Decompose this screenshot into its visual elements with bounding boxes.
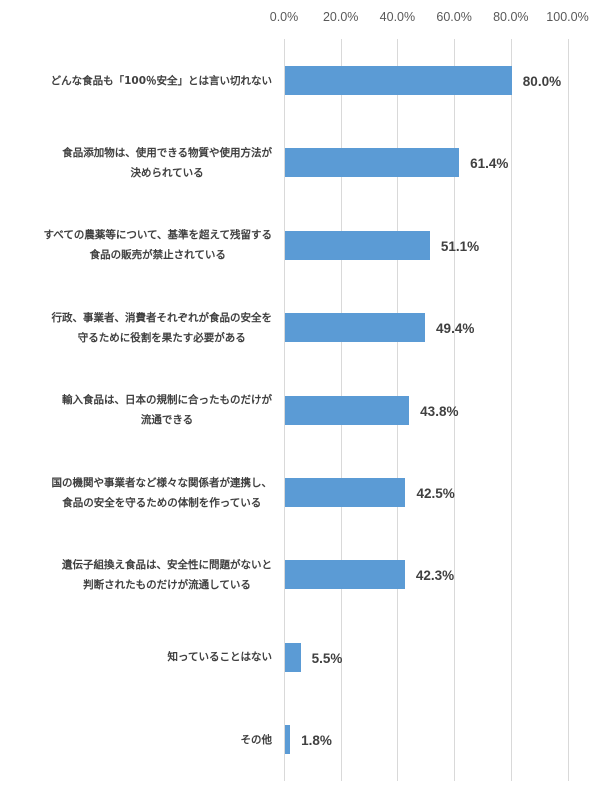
bar (285, 560, 405, 590)
bar (285, 148, 460, 178)
category-label-line: 輸入食品は、日本の規制に合ったものだけが (62, 394, 272, 407)
data-value-label: 1.8% (301, 733, 332, 749)
category-label: 行政、事業者、消費者それぞれが食品の安全を 守るために役割を果たす必要がある (52, 308, 273, 348)
category-label: すべての農薬等について、基準を超えて残留する 食品の販売が禁止されている (44, 225, 272, 265)
category-label: その他 (241, 730, 273, 750)
category-label: 国の機関や事業者など様々な関係者が連携し、 食品の安全を守るための体制を作っている (52, 473, 273, 513)
bar (285, 313, 426, 343)
category-label: 輸入食品は、日本の規制に合ったものだけが 流通できる (62, 390, 272, 430)
bar (285, 642, 301, 672)
category-label-line: 流通できる (140, 414, 194, 427)
x-axis-tick-label: 100.0% (546, 10, 589, 24)
x-axis-tick-label: 0.0% (269, 10, 299, 24)
category-label-line: 遺伝子組換え食品は、安全性に問題がないと (62, 558, 272, 571)
category-label-line: 知っていることはない (167, 651, 272, 664)
data-value-label: 51.1% (440, 238, 480, 254)
category-label-line: 決められている (130, 166, 204, 179)
category-axis-line (284, 39, 285, 781)
x-axis-tick-label: 80.0% (493, 10, 529, 24)
category-label: どんな食品も「100％安全」とは言い切れない (51, 71, 272, 91)
data-value-label: 5.5% (311, 650, 343, 666)
x-axis-tick-label: 60.0% (436, 10, 472, 24)
category-label-line: その他 (240, 733, 273, 746)
category-label-line: どんな食品も「100％安全」とは言い切れない (50, 74, 272, 87)
data-value-label: 61.4% (470, 156, 509, 172)
bar (285, 725, 291, 755)
data-value-label: 49.4% (436, 321, 475, 337)
data-value-label: 42.5% (416, 486, 455, 501)
bar (285, 66, 512, 95)
category-label-line: 国の機関や事業者など様々な関係者が連携し、 (51, 476, 273, 489)
data-value-label: 42.3% (415, 568, 455, 584)
x-axis-tick-label: 40.0% (379, 10, 416, 24)
category-label-line: すべての農薬等について、基準を超えて残留する (43, 229, 272, 242)
category-label-line: 判断されたものだけが流通している (83, 578, 251, 591)
category-label-line: 守るために役割を果たす必要がある (77, 331, 246, 344)
category-label: 知っていることはない (168, 647, 272, 667)
data-value-label: 43.8% (420, 403, 459, 419)
gridline (511, 39, 512, 781)
data-value-label: 80.0% (522, 74, 562, 89)
x-axis-tick-label: 20.0% (322, 10, 359, 24)
category-label: 食品添加物は、使用できる物質や使用方法が 決められている (62, 143, 272, 183)
category-label-line: 食品の安全を守るための体制を作っている (62, 496, 262, 509)
bar (285, 395, 410, 425)
category-label-line: 食品添加物は、使用できる物質や使用方法が (62, 146, 272, 159)
gridline (568, 39, 569, 781)
gridline (454, 39, 455, 781)
category-label: 遺伝子組換え食品は、安全性に問題がないと 判断されたものだけが流通している (62, 555, 272, 595)
bar (285, 230, 430, 260)
category-label-line: 食品の販売が禁止されている (89, 249, 226, 262)
category-label-line: 行政、事業者、消費者それぞれが食品の安全を (51, 311, 273, 324)
bar (285, 478, 406, 507)
